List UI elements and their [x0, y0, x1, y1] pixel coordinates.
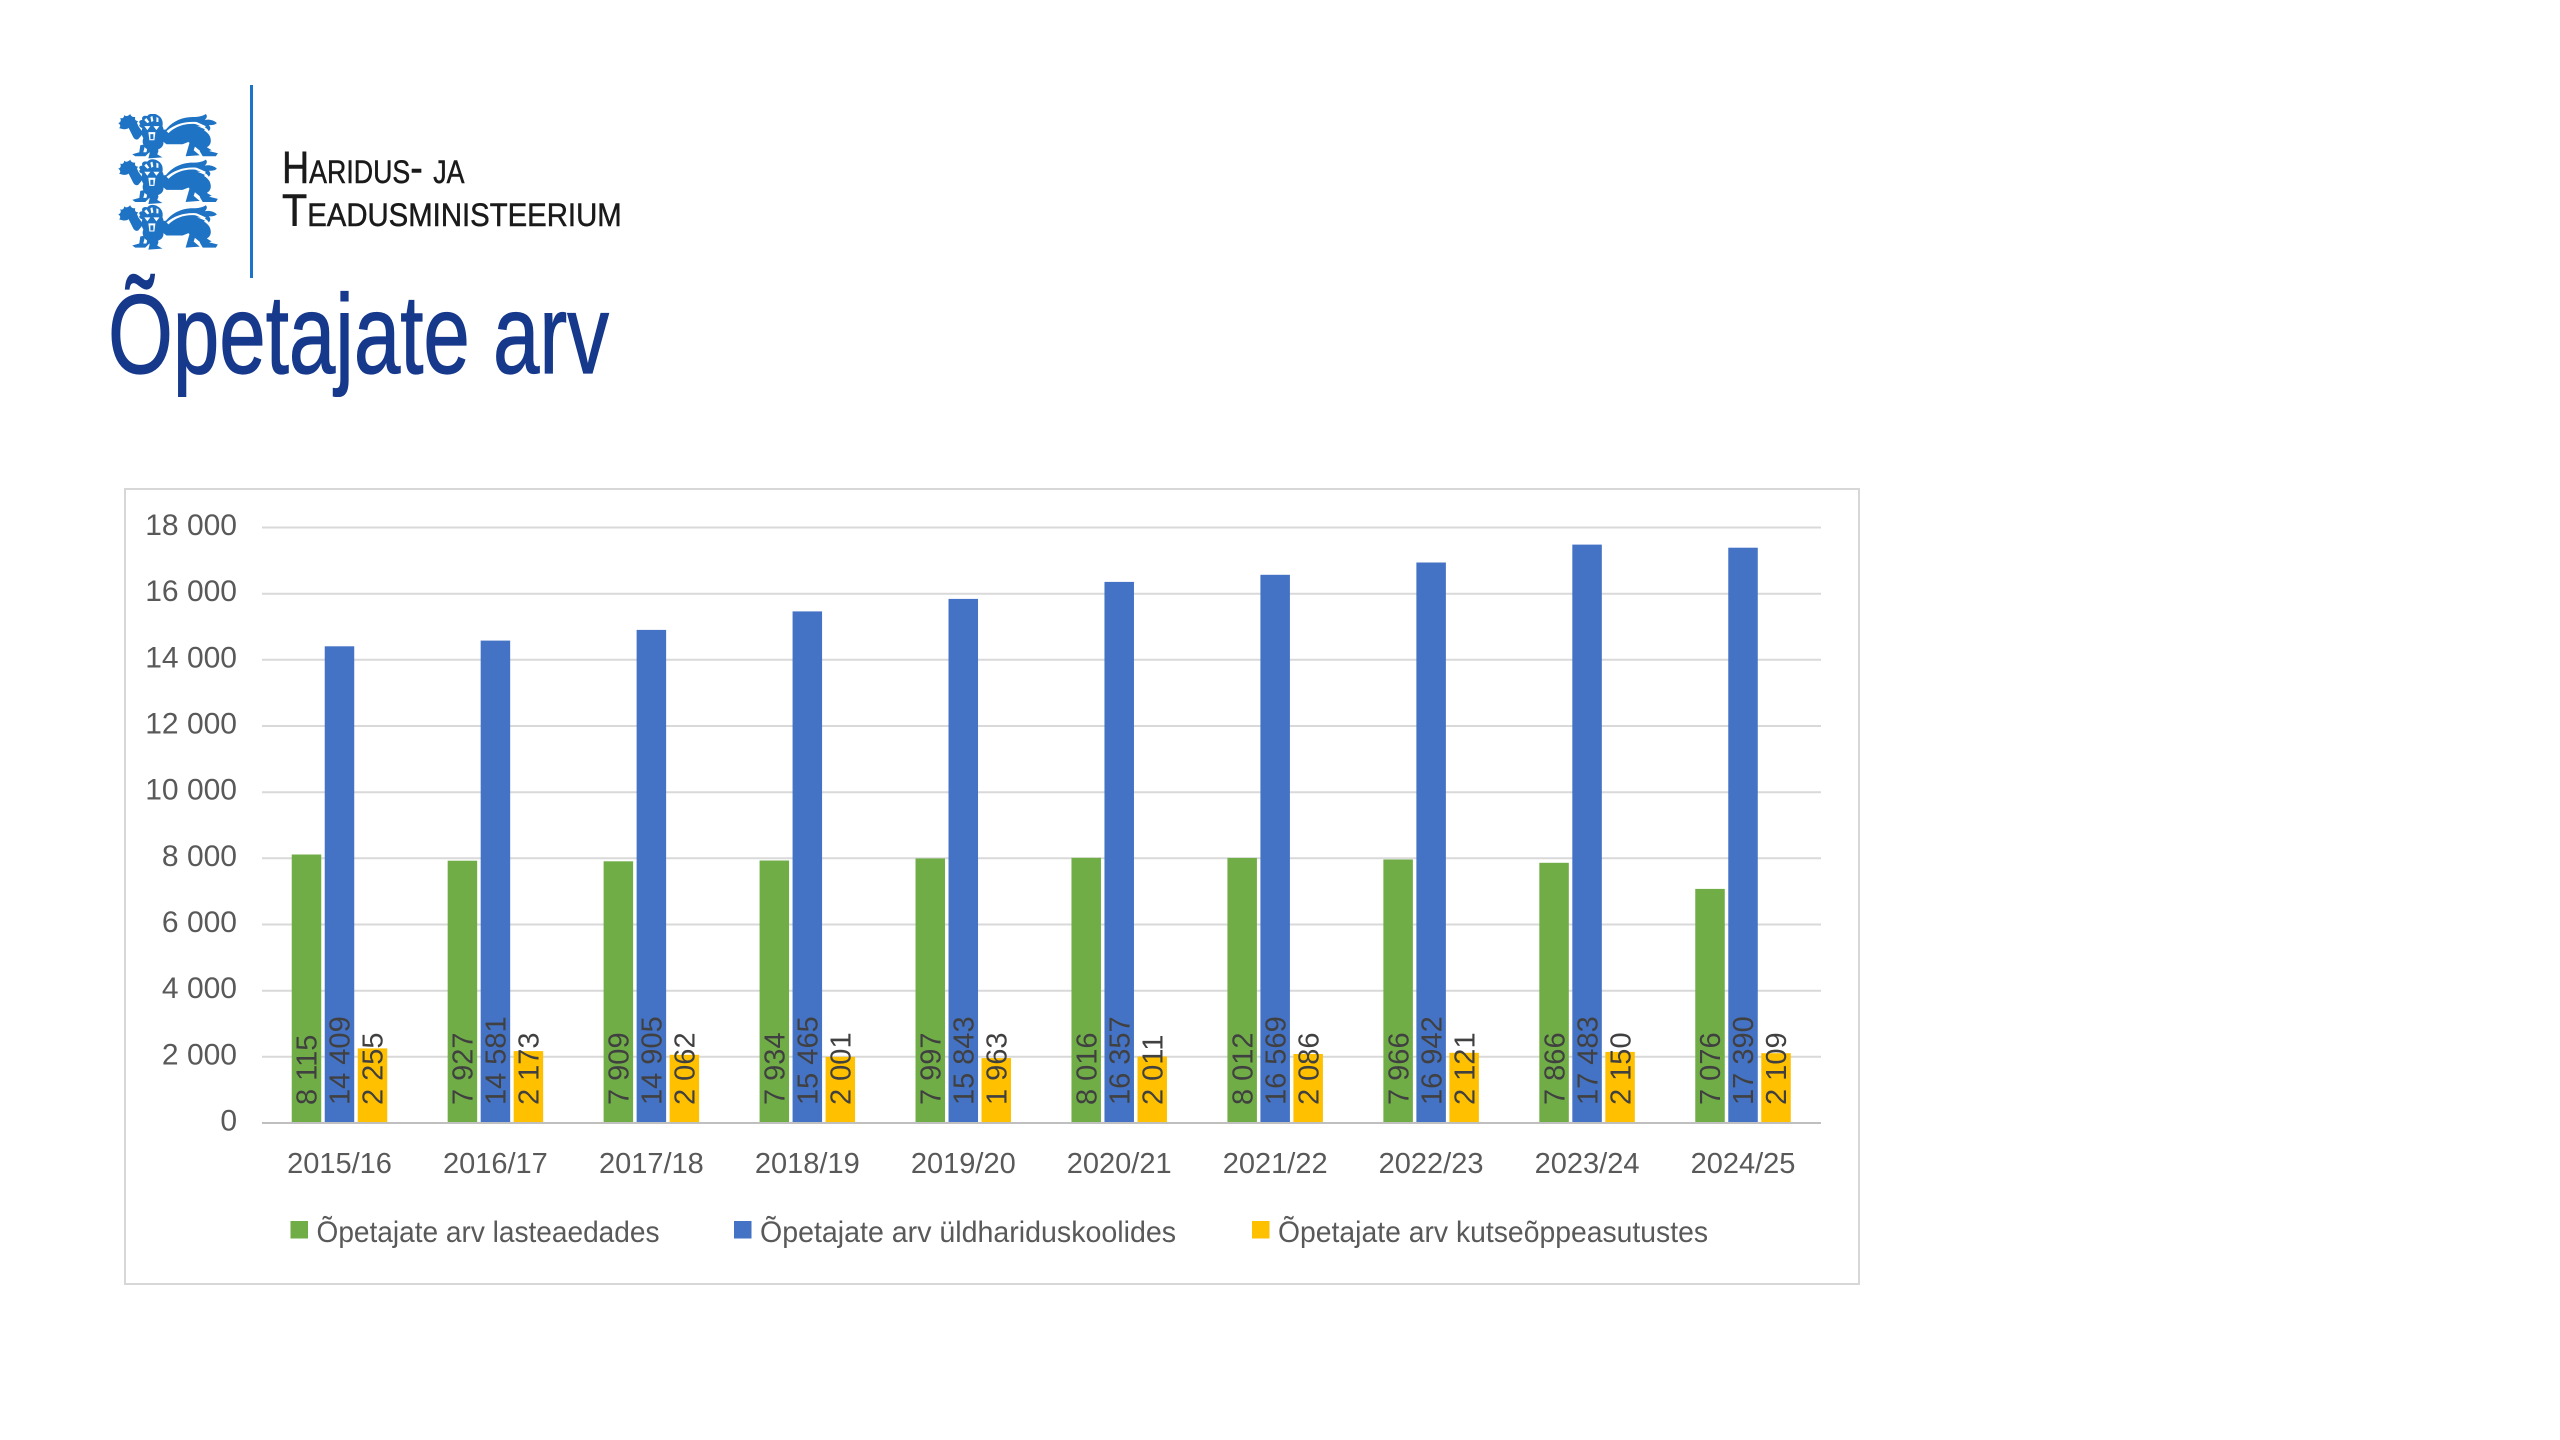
svg-text:2 001: 2 001 — [826, 1032, 858, 1105]
svg-text:7 909: 7 909 — [604, 1032, 636, 1105]
svg-text:15 465: 15 465 — [793, 1016, 825, 1105]
svg-text:2015/16: 2015/16 — [287, 1148, 392, 1180]
svg-text:4 000: 4 000 — [162, 972, 237, 1005]
svg-text:2 086: 2 086 — [1293, 1032, 1325, 1105]
svg-text:2017/18: 2017/18 — [599, 1148, 704, 1180]
svg-text:2 255: 2 255 — [358, 1032, 390, 1105]
svg-text:18 000: 18 000 — [145, 509, 237, 542]
svg-text:2020/21: 2020/21 — [1067, 1148, 1172, 1180]
svg-text:2021/22: 2021/22 — [1223, 1148, 1328, 1180]
svg-text:12 000: 12 000 — [145, 708, 237, 741]
svg-text:2019/20: 2019/20 — [911, 1148, 1016, 1180]
svg-text:Õpetajate arv üldhariduskoolid: Õpetajate arv üldhariduskoolides — [760, 1215, 1176, 1249]
svg-text:Õpetajate arv kutseõppeasutust: Õpetajate arv kutseõppeasutustes — [1278, 1215, 1708, 1249]
svg-text:2018/19: 2018/19 — [755, 1148, 860, 1180]
svg-text:8 000: 8 000 — [162, 840, 237, 873]
svg-text:2 173: 2 173 — [514, 1032, 546, 1105]
svg-text:7 997: 7 997 — [915, 1032, 947, 1105]
svg-text:2 011: 2 011 — [1137, 1035, 1169, 1105]
svg-text:2 062: 2 062 — [670, 1032, 702, 1105]
svg-text:2016/17: 2016/17 — [443, 1148, 548, 1180]
svg-text:16 942: 16 942 — [1416, 1016, 1448, 1105]
svg-text:7 076: 7 076 — [1695, 1032, 1727, 1105]
svg-text:8 012: 8 012 — [1227, 1032, 1259, 1105]
svg-text:16 357: 16 357 — [1104, 1016, 1136, 1105]
svg-text:17 390: 17 390 — [1728, 1016, 1760, 1105]
svg-text:7 966: 7 966 — [1383, 1032, 1415, 1105]
svg-text:2022/23: 2022/23 — [1379, 1148, 1484, 1180]
svg-text:2 121: 2 121 — [1449, 1032, 1481, 1105]
svg-text:7 934: 7 934 — [760, 1032, 792, 1105]
svg-text:14 905: 14 905 — [637, 1016, 669, 1105]
svg-text:6 000: 6 000 — [162, 906, 237, 939]
svg-text:8 115: 8 115 — [292, 1035, 324, 1105]
svg-text:10 000: 10 000 — [145, 774, 237, 807]
svg-text:14 409: 14 409 — [325, 1016, 357, 1105]
svg-text:17 483: 17 483 — [1572, 1016, 1604, 1105]
svg-text:16 000: 16 000 — [145, 575, 237, 608]
svg-text:Õpetajate arv lasteaedades: Õpetajate arv lasteaedades — [317, 1215, 660, 1249]
svg-text:2023/24: 2023/24 — [1535, 1148, 1640, 1180]
svg-text:2 150: 2 150 — [1605, 1032, 1637, 1105]
svg-text:14 000: 14 000 — [145, 641, 237, 674]
svg-text:2024/25: 2024/25 — [1691, 1148, 1796, 1180]
svg-text:15 843: 15 843 — [948, 1016, 980, 1105]
svg-text:1 963: 1 963 — [981, 1032, 1013, 1105]
svg-text:16 569: 16 569 — [1260, 1016, 1292, 1105]
svg-text:2 000: 2 000 — [162, 1038, 237, 1071]
svg-text:7 866: 7 866 — [1539, 1032, 1571, 1105]
svg-text:8 016: 8 016 — [1071, 1032, 1103, 1105]
svg-text:7 927: 7 927 — [448, 1032, 480, 1105]
svg-text:0: 0 — [220, 1105, 237, 1138]
svg-text:14 581: 14 581 — [481, 1016, 513, 1105]
svg-text:2 109: 2 109 — [1761, 1032, 1793, 1105]
